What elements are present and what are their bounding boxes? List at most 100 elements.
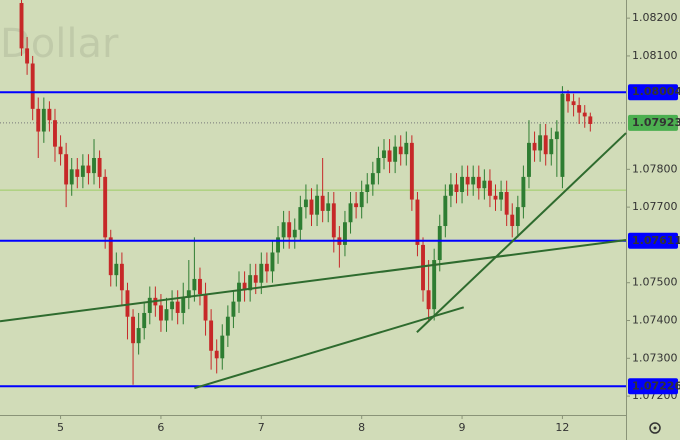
candle-body (281, 222, 286, 238)
trend-line (194, 306, 465, 390)
candle-body (276, 237, 280, 253)
level-label: 1.07226 (632, 379, 680, 392)
candle-body (560, 93, 565, 177)
candle-body (287, 222, 292, 238)
watermark: Dollar (0, 21, 119, 67)
candle-body (19, 3, 24, 49)
candle-body (326, 203, 331, 211)
candle-body (203, 294, 208, 321)
candle-body (303, 199, 308, 208)
candle-body (510, 214, 515, 227)
candle-body (376, 157, 381, 174)
candle-body (437, 226, 442, 261)
last-price-label: 1.07923 (632, 116, 680, 129)
candle-body (259, 263, 264, 283)
x-tick-label: 9 (459, 421, 466, 434)
candle-body (170, 301, 175, 310)
candle-body (448, 184, 453, 196)
candle-body (426, 290, 431, 310)
candle-body (393, 146, 398, 162)
candle-body (220, 335, 225, 359)
candle-body (471, 176, 476, 185)
candle-body (527, 142, 531, 177)
candle-body (198, 278, 202, 295)
candle-body (237, 282, 241, 302)
y-tick-label: 1.07800 (632, 162, 678, 175)
candle-body (566, 93, 570, 102)
candle-body (432, 260, 437, 310)
candle-body (69, 169, 74, 185)
candle-body (86, 165, 91, 174)
candle-body (80, 165, 85, 177)
candle-body (465, 176, 470, 185)
candle-body (64, 154, 69, 185)
settings-icon[interactable] (649, 422, 661, 434)
x-tick-label: 6 (157, 421, 164, 434)
candle-body (253, 275, 258, 283)
candle-body (181, 297, 186, 313)
candle-body (41, 108, 46, 132)
candle-body (409, 142, 414, 200)
candle-body (538, 135, 543, 151)
y-tick-label: 1.08100 (632, 49, 678, 62)
candle-body (248, 275, 253, 291)
x-tick-label: 12 (555, 421, 569, 434)
candle-body (532, 142, 537, 151)
candle-body (487, 180, 492, 196)
candle-body (493, 195, 498, 200)
candle-body (582, 112, 587, 117)
candle-body (543, 135, 548, 155)
candle-body (30, 63, 35, 109)
x-tick-label: 5 (57, 421, 64, 434)
candle-body (175, 301, 180, 313)
candle-body (114, 263, 119, 276)
level-label-box (628, 84, 678, 101)
candle-body (53, 120, 57, 147)
candle-body (309, 199, 314, 215)
y-tick-label: 1.08200 (632, 11, 678, 24)
candle-body (443, 195, 448, 227)
candle-body (264, 263, 269, 272)
candle-body (515, 207, 520, 227)
y-tick-label: 1.07700 (632, 200, 678, 213)
candle-body (231, 301, 236, 317)
candle-body (549, 139, 554, 155)
candle-body (415, 199, 420, 245)
candle-body (270, 252, 275, 272)
candle-body (36, 108, 41, 132)
candle-body (125, 290, 130, 317)
candle-body (298, 207, 303, 230)
candle-body (58, 146, 63, 155)
candle-body (315, 195, 320, 215)
candle-body (421, 244, 425, 291)
candle-body (25, 48, 30, 64)
candle-body (131, 316, 136, 344)
candle-body (382, 150, 386, 158)
candle-body (331, 203, 336, 238)
candle-body (343, 222, 347, 245)
candle-body (554, 131, 559, 140)
y-tick-label: 1.07300 (632, 351, 678, 364)
candle-body (119, 263, 124, 291)
candle-body (136, 328, 141, 344)
level-label: 1.07611 (632, 234, 680, 247)
candle-body (92, 157, 96, 174)
x-tick-label: 8 (358, 421, 365, 434)
candle-body (209, 320, 214, 351)
candle-body (521, 176, 526, 208)
candle-body (499, 192, 504, 200)
candle-body (292, 229, 297, 238)
candle-body (370, 173, 375, 185)
level-label: 1.08004 (632, 85, 680, 98)
y-tick-label: 1.07500 (632, 276, 678, 289)
candle-body (47, 108, 52, 121)
candle-body (164, 309, 169, 321)
candle-body (387, 150, 392, 162)
candle-body (571, 101, 576, 106)
candle-body (225, 316, 230, 336)
candle-body (158, 305, 163, 321)
candle-body (577, 105, 582, 113)
candle-body (186, 290, 191, 298)
